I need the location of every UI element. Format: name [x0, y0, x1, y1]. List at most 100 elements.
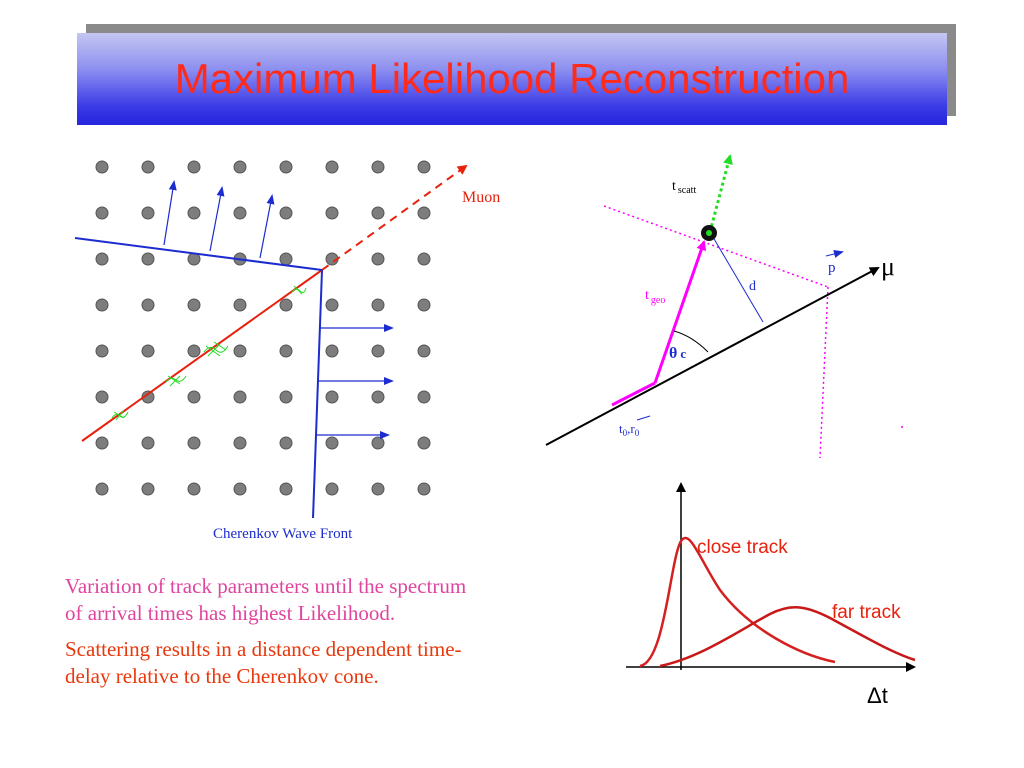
muon-label: Muon [462, 189, 500, 206]
pmt-dot [417, 482, 431, 496]
text-line-4: delay relative to the Cherenkov cone. [65, 664, 379, 688]
pmt-dot [233, 482, 247, 496]
pmt-dot [325, 160, 339, 174]
far-track-curve [659, 606, 916, 668]
pmt-dot [371, 298, 385, 312]
pmt-dot [95, 344, 109, 358]
pmt-dot [141, 160, 155, 174]
pmt-dot [141, 206, 155, 220]
svg-text:t0,r0: t0,r0 [619, 421, 640, 438]
page-title: Maximum Likelihood Reconstruction [174, 55, 850, 102]
wavefront-upper [74, 237, 323, 271]
scatter-direction [708, 154, 733, 233]
close-track-label: close track [697, 537, 788, 558]
pmt-dot [417, 252, 431, 266]
pmt-grid [95, 160, 431, 496]
pmt-dot [187, 390, 201, 404]
pmt-dot [233, 436, 247, 450]
delta-t-label: Δt [867, 683, 888, 708]
pmt-dot [95, 206, 109, 220]
text-line-3: Scattering results in a distance depende… [65, 637, 462, 661]
pmt-dot [279, 252, 293, 266]
pmt-dot [417, 298, 431, 312]
pmt-dot [325, 390, 339, 404]
text-line-1: Variation of track parameters until the … [65, 574, 467, 598]
title-bar: Maximum Likelihood Reconstruction [77, 33, 947, 125]
pmt-dot [371, 482, 385, 496]
p-label: p [828, 260, 836, 276]
pmt-dot [141, 482, 155, 496]
pmt-dot [95, 160, 109, 174]
d-label: d [749, 279, 756, 294]
mu-label: μ [881, 252, 895, 281]
pmt-dot [417, 344, 431, 358]
pmt-dot [233, 160, 247, 174]
pmt-dot [233, 344, 247, 358]
pmt-dot [371, 206, 385, 220]
pmt-dot [371, 252, 385, 266]
svg-text:θc: θc [669, 345, 686, 362]
far-track-label: far track [832, 602, 901, 623]
pmt-dot [233, 298, 247, 312]
pmt-dot [279, 344, 293, 358]
close-track-curve [639, 536, 836, 668]
pmt-dot [233, 390, 247, 404]
scatter-marks [111, 285, 307, 421]
origin-label: t [619, 421, 623, 436]
d-distance [709, 231, 764, 323]
pmt-dot [141, 298, 155, 312]
muon-track-extension [321, 164, 468, 271]
t-geo-photon [653, 240, 707, 384]
pmt-dot [141, 252, 155, 266]
t-geo-segment [611, 381, 656, 407]
pmt-dot [279, 482, 293, 496]
wavefront-arrow [259, 194, 275, 259]
cherenkov-plane-lower [819, 286, 829, 459]
pmt-dot [371, 344, 385, 358]
text-line-2: of arrival times has highest Likelihood. [65, 601, 396, 625]
pmt-dot [187, 206, 201, 220]
pmt-dot [233, 206, 247, 220]
pmt-dot [371, 390, 385, 404]
pmt-dot [279, 390, 293, 404]
pmt-dot [141, 344, 155, 358]
pmt-dot [371, 436, 385, 450]
r0-vector-bar [636, 415, 651, 421]
pmt-dot [279, 298, 293, 312]
pmt-dot [95, 252, 109, 266]
t-scatt-label: t [672, 179, 676, 194]
pmt-dot [325, 344, 339, 358]
pmt-dot [95, 298, 109, 312]
pmt-dot [141, 390, 155, 404]
t-geo-label: t [645, 288, 649, 303]
pmt-dot [279, 160, 293, 174]
cherenkov-plane-upper [603, 205, 829, 288]
theta-c-arc [673, 330, 709, 353]
pmt-dot [95, 390, 109, 404]
pmt-dot [279, 436, 293, 450]
pmt-dot [417, 206, 431, 220]
pmt-dot [95, 436, 109, 450]
wavefront-label: Cherenkov Wave Front [213, 526, 353, 542]
wavefront-arrow [163, 180, 177, 246]
pmt-dot [187, 344, 201, 358]
pmt-dot [371, 160, 385, 174]
wavefront-arrow [209, 186, 225, 252]
track-mu [545, 267, 880, 446]
wavefront-lower [312, 269, 323, 519]
pmt-dot [417, 390, 431, 404]
pmt-dot [325, 482, 339, 496]
pmt-dot [325, 436, 339, 450]
pmt-dot [187, 298, 201, 312]
pmt-dot [279, 206, 293, 220]
pmt-dot [325, 206, 339, 220]
pmt-dot [141, 436, 155, 450]
p-vector-bar [825, 250, 844, 258]
pmt-dot [187, 160, 201, 174]
theta-c-label: θ [669, 345, 677, 362]
pmt-dot [187, 436, 201, 450]
pmt-dot [417, 436, 431, 450]
